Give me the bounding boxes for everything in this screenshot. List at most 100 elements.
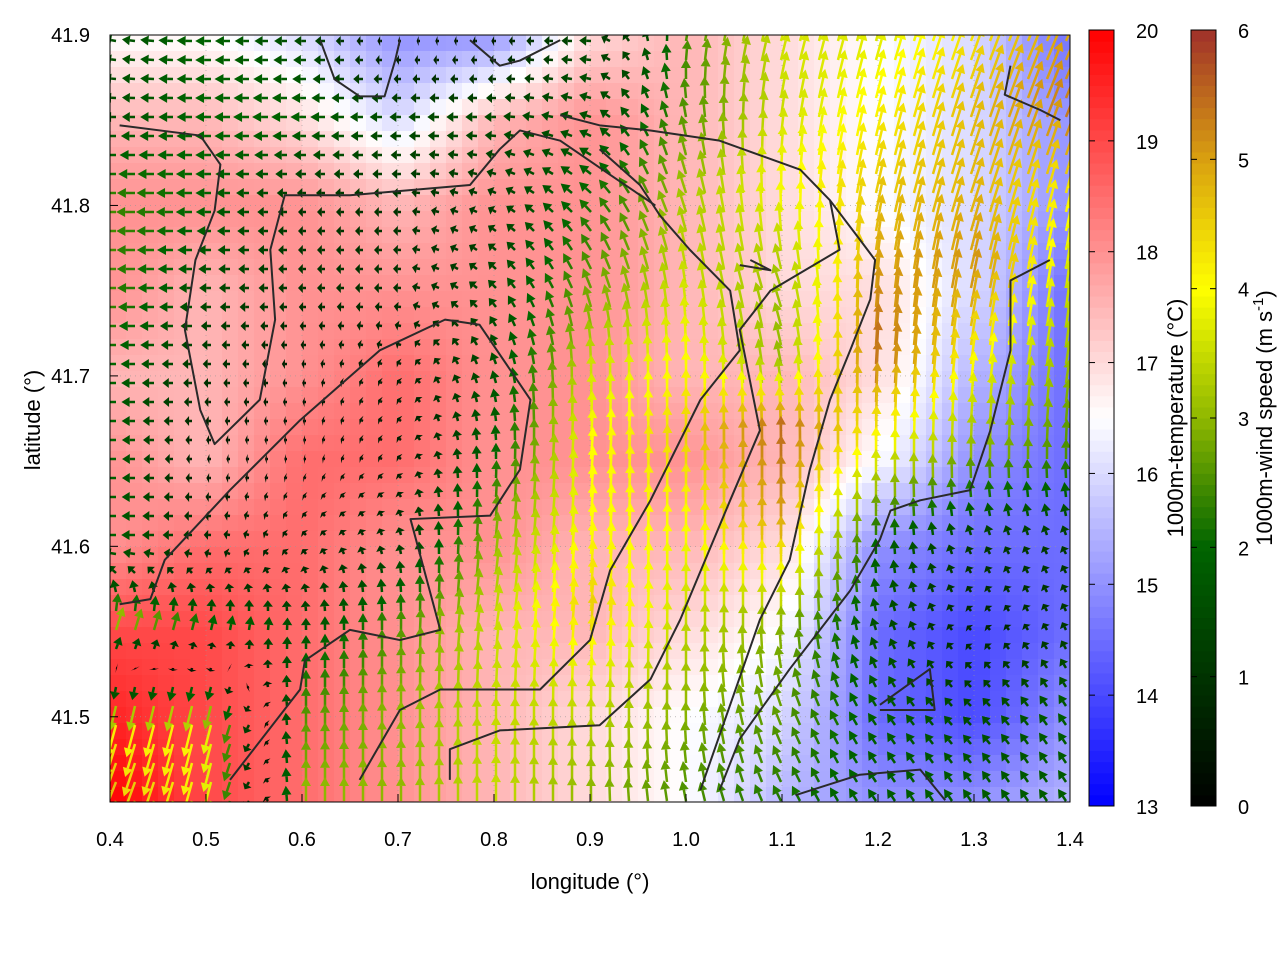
heat-cell xyxy=(558,115,575,132)
heat-cell xyxy=(382,403,399,420)
heat-cell xyxy=(478,531,495,548)
heat-cell xyxy=(590,563,607,580)
heat-cell xyxy=(286,371,303,388)
heat-cell xyxy=(206,307,223,324)
heat-cell xyxy=(398,195,415,212)
heat-cell xyxy=(942,707,959,724)
heat-cell xyxy=(302,563,319,580)
heat-cell xyxy=(494,99,511,116)
heat-cell xyxy=(334,307,351,324)
heat-cell xyxy=(302,51,319,68)
heat-cell xyxy=(958,243,975,260)
wind-arrow-shaft xyxy=(129,58,136,62)
heat-cell xyxy=(686,419,703,436)
heat-cell xyxy=(318,115,335,132)
heat-cell xyxy=(606,35,623,52)
heat-cell xyxy=(590,643,607,660)
heat-cell xyxy=(398,451,415,468)
heat-cell xyxy=(382,691,399,708)
wind-arrow-head xyxy=(1074,77,1083,87)
heat-cell xyxy=(366,515,383,532)
wind-arrow-head xyxy=(839,13,849,23)
heat-cell xyxy=(222,387,239,404)
heat-cell xyxy=(958,291,975,308)
heat-cell xyxy=(782,451,799,468)
heat-cell xyxy=(670,67,687,84)
heat-cell xyxy=(478,435,495,452)
heat-cell xyxy=(270,691,287,708)
heat-cell xyxy=(238,499,255,516)
heat-cell xyxy=(254,595,271,612)
wind-arrow-shaft xyxy=(605,56,611,62)
heat-cell xyxy=(702,211,719,228)
wind-arrow-shaft xyxy=(510,152,516,157)
heat-cell xyxy=(286,275,303,292)
wind-arrow-head xyxy=(96,245,105,255)
heat-cell xyxy=(798,339,815,356)
heat-cell xyxy=(110,51,127,68)
wind-arrow-head xyxy=(820,13,830,23)
heat-cell xyxy=(222,163,239,180)
heat-cell xyxy=(142,499,159,516)
heat-cell xyxy=(494,35,511,52)
heat-cell xyxy=(510,67,527,84)
heat-cell xyxy=(254,787,271,802)
heat-cell xyxy=(686,483,703,500)
heat-cell xyxy=(494,163,511,180)
heat-cell xyxy=(798,627,815,644)
heat-cell xyxy=(254,195,271,212)
heat-cell xyxy=(1006,499,1023,516)
heat-cell xyxy=(750,291,767,308)
heat-cell xyxy=(382,531,399,548)
heat-cell xyxy=(350,451,367,468)
heat-cell xyxy=(686,259,703,276)
heat-cell xyxy=(878,643,895,660)
heat-cell xyxy=(462,547,479,564)
heat-cell xyxy=(222,195,239,212)
wind-arrow-head xyxy=(1054,6,1063,16)
heat-cell xyxy=(238,643,255,660)
heat-cell xyxy=(382,547,399,564)
heat-cell xyxy=(190,563,207,580)
heat-cell xyxy=(206,451,223,468)
heat-cell xyxy=(494,115,511,132)
heat-cell xyxy=(126,179,143,196)
heat-cell xyxy=(1006,611,1023,628)
heat-cell xyxy=(174,659,191,676)
heat-cell xyxy=(366,387,383,404)
heat-cell xyxy=(542,787,559,802)
heat-cell xyxy=(926,547,943,564)
heat-cell xyxy=(302,35,319,52)
wind-arrow-head xyxy=(97,188,106,198)
heat-cell xyxy=(190,531,207,548)
wind-arrow-head xyxy=(1073,98,1082,108)
heat-cell xyxy=(814,547,831,564)
heat-cell xyxy=(862,51,879,68)
heat-cell xyxy=(462,515,479,532)
heat-cell xyxy=(158,659,175,676)
heat-cell xyxy=(510,163,527,180)
heat-cell xyxy=(782,483,799,500)
heat-cell xyxy=(110,435,127,452)
heat-cell xyxy=(302,435,319,452)
wind-arrow-shaft xyxy=(454,266,459,271)
heat-cell xyxy=(382,515,399,532)
heat-cell xyxy=(414,131,431,148)
heat-cell xyxy=(686,611,703,628)
heat-cell xyxy=(462,659,479,676)
heat-cell xyxy=(238,483,255,500)
heat-cell xyxy=(846,659,863,676)
heat-cell xyxy=(398,403,415,420)
heat-cell xyxy=(446,35,463,52)
heat-cell xyxy=(862,499,879,516)
heat-cell xyxy=(478,483,495,500)
heat-cell xyxy=(494,291,511,308)
heat-cell xyxy=(270,307,287,324)
wind-arrow-head xyxy=(662,25,672,34)
wind-arrow-head xyxy=(1014,7,1023,17)
wind-arrow-shaft xyxy=(586,58,592,62)
wind-arrow-shaft xyxy=(454,172,459,176)
heat-cell xyxy=(638,531,655,548)
heat-cell xyxy=(862,323,879,340)
heat-cell xyxy=(286,595,303,612)
